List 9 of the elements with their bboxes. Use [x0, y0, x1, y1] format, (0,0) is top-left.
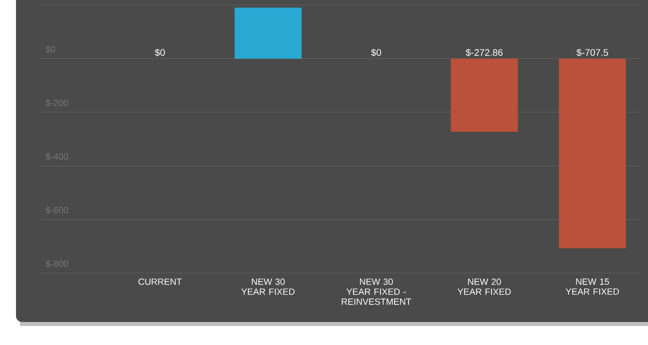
x-tick-label: NEW 15 YEAR FIXED — [566, 278, 619, 295]
x-tick-label: NEW 30 YEAR FIXED — [241, 278, 295, 295]
x-tick-label: NEW 30 YEAR FIXED - REINVESTMENT — [342, 278, 412, 305]
x-tick-label: NEW 20 YEAR FIXED — [458, 278, 511, 295]
x-tick-label: CURRENT — [138, 278, 182, 285]
data-label: $-272.86 — [466, 48, 503, 56]
data-label: $-707.5 — [576, 48, 608, 56]
data-label: $0 — [371, 48, 382, 56]
data-label: $0 — [154, 48, 165, 56]
